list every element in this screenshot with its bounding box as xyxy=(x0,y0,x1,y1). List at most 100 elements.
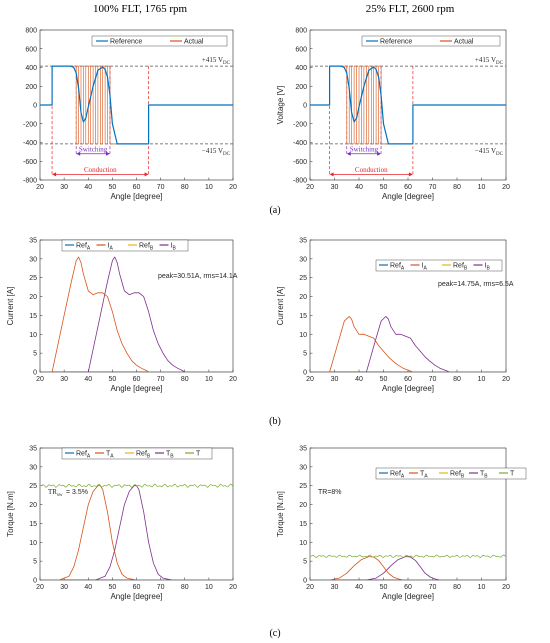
x-tick-label: 70 xyxy=(429,376,437,383)
y-tick-label: -600 xyxy=(23,159,37,166)
x-tick-label: 20 xyxy=(306,376,314,383)
x-tick-label: 20 xyxy=(36,376,44,383)
series-reference xyxy=(40,65,233,145)
legend: RefA TA RefB TB T xyxy=(375,467,527,480)
x-tick-label: 80 xyxy=(181,184,189,191)
x-tick-label: 20 xyxy=(306,184,314,191)
title-left: 100% FLT, 1765 rpm xyxy=(93,3,188,15)
y-tick-label: 15 xyxy=(299,521,307,528)
x-tick-label: 30 xyxy=(60,184,68,191)
axes-box xyxy=(309,447,507,581)
legend-label: TA xyxy=(420,471,428,480)
y-tick-label: 0 xyxy=(303,103,307,110)
legend-label: T xyxy=(196,451,201,458)
series-phase-b xyxy=(310,556,506,580)
series-actual xyxy=(310,65,506,145)
x-tick-label: 70 xyxy=(429,584,437,591)
y-tick-label: 5 xyxy=(33,351,37,358)
y-tick-label: 0 xyxy=(303,370,307,377)
x-tick-label: 70 xyxy=(157,584,165,591)
x-tick-label: 40 xyxy=(84,184,92,191)
conduction-arrowhead xyxy=(408,172,413,177)
y-tick-label: 400 xyxy=(25,65,37,72)
series-phase-b xyxy=(40,256,233,372)
minus-vdc-label: −415 VDC xyxy=(475,147,504,157)
axes-box xyxy=(309,239,507,373)
legend-label-reference: Reference xyxy=(380,39,412,46)
y-tick-label: 30 xyxy=(29,256,37,263)
x-tick-label: 80 xyxy=(453,376,461,383)
switching-arrowhead xyxy=(105,151,110,156)
y-axis-label: Torque [N.m] xyxy=(6,491,15,537)
x-tick-label: 20 xyxy=(229,184,237,191)
x-tick-label: 50 xyxy=(108,376,116,383)
minus-vdc-label: −415 VDC xyxy=(202,147,231,157)
conduction-arrowhead xyxy=(329,172,334,177)
peak-rms-annotation: peak=30.51A, rms=14.1A xyxy=(158,273,238,280)
legend-box xyxy=(61,239,189,252)
x-tick-label: 80 xyxy=(453,184,461,191)
plus-vdc-label: +415 VDC xyxy=(202,56,231,66)
conduction-label: Conduction xyxy=(84,166,117,174)
series-phase-a xyxy=(40,485,233,580)
y-tick-label: 200 xyxy=(25,84,37,91)
y-tick-label: 5 xyxy=(33,559,37,566)
plot-area xyxy=(40,483,233,580)
x-axis-label: Angle [degree] xyxy=(382,384,434,393)
series-actual xyxy=(40,65,233,145)
x-tick-label: 80 xyxy=(181,376,189,383)
y-tick-label: 0 xyxy=(33,103,37,110)
y-tick-label: 35 xyxy=(299,446,307,453)
y-tick-label: 800 xyxy=(295,28,307,35)
torque-ripple-value: = 3.5% xyxy=(66,489,88,496)
y-tick-label: 25 xyxy=(299,483,307,490)
x-tick-label: 40 xyxy=(355,376,363,383)
legend-label: RefA xyxy=(76,451,91,460)
peak-rms-annotation: peak=14.75A, rms=6.5A xyxy=(438,281,514,288)
legend-label: RefB xyxy=(136,451,151,460)
series-phase-a xyxy=(310,315,506,372)
y-tick-label: 0 xyxy=(33,370,37,377)
y-tick-label: -200 xyxy=(293,121,307,128)
legend-label: IA xyxy=(108,243,114,252)
y-tick-label: 0 xyxy=(33,578,37,585)
x-tick-label: 20 xyxy=(36,584,44,591)
plot-area xyxy=(310,315,506,372)
legend: Reference Actual xyxy=(91,35,228,47)
torque-ripple-label: TR=8% xyxy=(318,489,342,496)
legend-box xyxy=(375,259,503,272)
legend: RefA IA RefB IB xyxy=(61,239,189,252)
chart-voltage-25: 20 30 40 50 60 70 80 10 20-800-600-400-200020040… xyxy=(276,28,510,202)
y-tick-label: 400 xyxy=(295,65,307,72)
y-tick-label: 25 xyxy=(29,483,37,490)
x-tick-label: 20 xyxy=(306,584,314,591)
x-tick-label: 20 xyxy=(229,376,237,383)
y-tick-label: 20 xyxy=(29,294,37,301)
series-total-torque xyxy=(310,554,506,559)
legend-label: TB xyxy=(166,451,174,460)
axes-box xyxy=(39,239,234,373)
legend-box xyxy=(361,35,501,47)
legend: RefA TA RefB TB T xyxy=(61,447,213,460)
series-phase-a xyxy=(310,556,506,580)
series-phase-b xyxy=(310,315,506,372)
legend-label-reference: Reference xyxy=(110,39,142,46)
legend-box xyxy=(61,447,213,460)
y-tick-label: -800 xyxy=(293,178,307,185)
plus-vdc-label: +415 VDC xyxy=(475,56,504,66)
y-tick-label: 35 xyxy=(299,238,307,245)
x-tick-label: 70 xyxy=(157,376,165,383)
legend-label: IA xyxy=(422,263,428,272)
conduction-arrowhead xyxy=(52,172,57,177)
x-tick-label: 40 xyxy=(84,376,92,383)
panels: 20 30 40 50 60 70 80 10 20-800-600-400-200020040… xyxy=(6,28,527,601)
x-tick-label: 10 xyxy=(478,584,486,591)
y-axis-label: Current [A] xyxy=(276,287,285,326)
legend-label-actual: Actual xyxy=(454,39,474,46)
y-tick-label: -200 xyxy=(23,121,37,128)
x-tick-label: 70 xyxy=(157,184,165,191)
legend-label: TA xyxy=(106,451,114,460)
